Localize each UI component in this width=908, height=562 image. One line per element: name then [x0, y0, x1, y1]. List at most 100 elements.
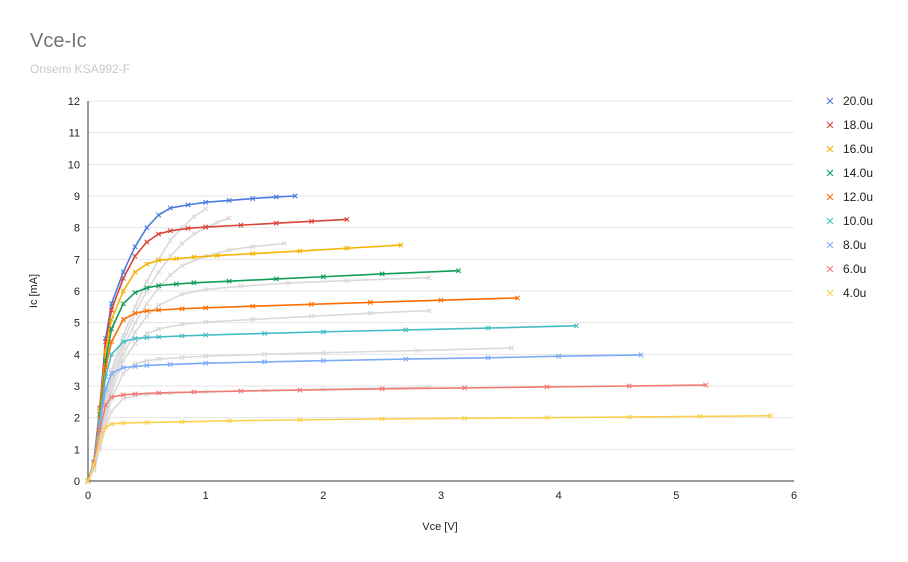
reference-series-point: [156, 302, 162, 308]
series-point: [120, 339, 126, 345]
series-point: [156, 390, 162, 396]
reference-series-line: [87, 347, 512, 482]
legend-item-18.0u[interactable]: 18.0u: [826, 118, 873, 132]
series-point: [403, 356, 409, 362]
x-axis-label: Vce [V]: [422, 521, 457, 533]
chart-title: Vce-Ic: [30, 30, 87, 52]
reference-series-point: [132, 320, 138, 326]
series-point: [108, 370, 115, 376]
marker-stroke: [826, 169, 834, 177]
marker-stroke: [108, 408, 115, 414]
marker-stroke: [191, 254, 197, 260]
y-tick-label-12: 12: [68, 96, 80, 108]
marker-stroke: [120, 269, 126, 275]
marker-stroke: [281, 240, 288, 247]
x-tick-label-0: 0: [85, 490, 91, 502]
reference-series-point: [132, 304, 138, 310]
legend[interactable]: 20.0u 18.0u 16.0u 14.0u 12.0u 10.0u 8.0u 6.0u 4.…: [826, 94, 873, 300]
marker-stroke: [144, 278, 150, 285]
series-point: [103, 386, 109, 392]
marker-stroke: [103, 402, 109, 408]
reference-series-point: [285, 280, 291, 286]
marker-stroke: [697, 413, 703, 419]
y-tick-label-10: 10: [68, 159, 80, 171]
legend-item-10.0u[interactable]: 10.0u: [826, 214, 873, 228]
marker-stroke: [556, 353, 562, 359]
reference-series-point: [250, 244, 256, 250]
series-point: [367, 299, 373, 305]
series-point: [203, 360, 209, 366]
legend-item-20.0u[interactable]: 20.0u: [826, 94, 873, 108]
marker-stroke: [120, 351, 126, 357]
marker-stroke: [826, 121, 834, 129]
series-point: [398, 242, 404, 248]
marker-stroke: [144, 301, 150, 307]
series-line: [87, 195, 296, 482]
series-point: [97, 427, 103, 433]
marker-stroke: [179, 291, 185, 297]
series-point: [120, 275, 126, 281]
series-point: [292, 193, 298, 199]
marker-stroke: [226, 197, 232, 204]
marker-stroke: [144, 239, 150, 245]
series-point: [573, 323, 579, 329]
reference-series-point: [144, 331, 150, 337]
marker-stroke: [120, 288, 126, 294]
marker-stroke: [308, 313, 315, 319]
marker-stroke: [273, 220, 279, 226]
series-point: [438, 297, 444, 303]
reference-series-point: [120, 345, 126, 351]
series-point: [173, 256, 179, 262]
series-point: [156, 231, 162, 237]
series-point: [461, 415, 468, 421]
marker-stroke: [156, 307, 162, 313]
marker-stroke: [403, 356, 409, 362]
marker-stroke: [103, 424, 109, 430]
marker-stroke: [203, 206, 209, 212]
legend-item-8.0u[interactable]: 8.0u: [826, 238, 866, 252]
marker-stroke: [185, 202, 191, 208]
series-point: [626, 414, 632, 420]
series-point: [85, 478, 91, 484]
reference-series-point: [203, 353, 209, 359]
legend-item-14.0u[interactable]: 14.0u: [826, 166, 873, 180]
y-tick-label-4: 4: [74, 349, 80, 361]
series-point: [103, 402, 109, 408]
series-point: [156, 283, 162, 289]
marker-stroke: [91, 462, 97, 468]
marker-stroke: [108, 383, 115, 389]
series-point: [167, 205, 173, 211]
marker-stroke: [144, 419, 150, 426]
marker-stroke: [132, 310, 138, 316]
series-point: [120, 420, 126, 426]
legend-marker: [826, 193, 834, 201]
marker-stroke: [108, 326, 115, 332]
marker-stroke: [308, 218, 315, 224]
legend-item-12.0u[interactable]: 12.0u: [826, 190, 873, 204]
marker-stroke: [167, 228, 173, 234]
marker-stroke: [156, 326, 162, 332]
marker-stroke: [120, 370, 126, 376]
marker-stroke: [144, 358, 150, 364]
reference-series-point: [144, 301, 150, 307]
legend-label: 12.0u: [843, 190, 873, 204]
marker-stroke: [461, 415, 468, 421]
marker-stroke: [544, 384, 550, 390]
marker-stroke: [120, 316, 126, 323]
marker-stroke: [191, 231, 197, 237]
reference-series-point: [509, 345, 515, 351]
marker-stroke: [156, 302, 162, 308]
legend-item-6.0u[interactable]: 6.0u: [826, 262, 866, 276]
legend-item-4.0u[interactable]: 4.0u: [826, 286, 866, 300]
marker-stroke: [132, 340, 138, 346]
series-point: [120, 365, 126, 371]
legend-item-16.0u[interactable]: 16.0u: [826, 142, 873, 156]
reference-series-point: [132, 340, 138, 346]
marker-stroke: [826, 217, 834, 225]
marker-stroke: [167, 361, 173, 368]
series-point: [179, 419, 185, 425]
marker-stroke: [626, 383, 632, 389]
reference-series-point: [156, 326, 162, 332]
series-0: [85, 193, 298, 484]
reference-series-point: [132, 329, 138, 335]
